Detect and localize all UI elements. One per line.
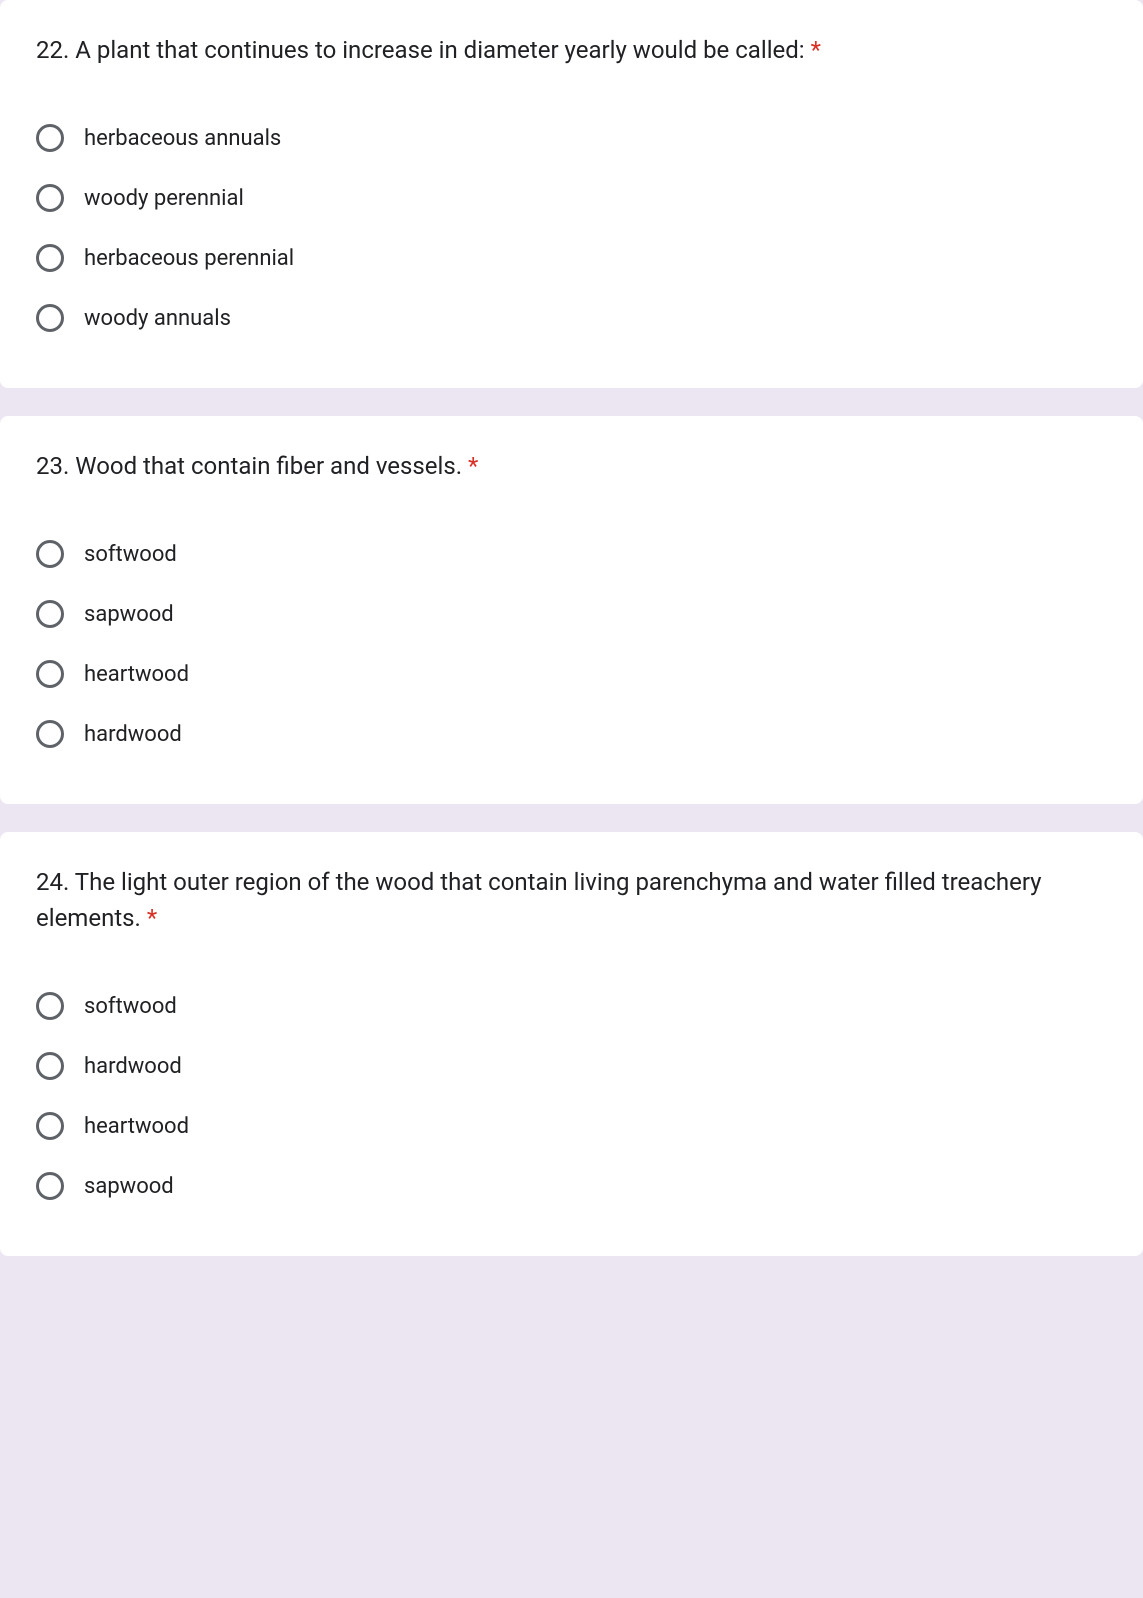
option-row[interactable]: woody perennial (36, 168, 1107, 228)
question-card-22: 22. A plant that continues to increase i… (0, 0, 1143, 388)
required-indicator: * (468, 452, 478, 480)
question-text: 24. The light outer region of the wood t… (36, 868, 1042, 932)
option-label: hardwood (84, 1054, 182, 1079)
option-row[interactable]: heartwood (36, 644, 1107, 704)
option-label: heartwood (84, 662, 189, 687)
option-row[interactable]: softwood (36, 524, 1107, 584)
option-row[interactable]: herbaceous perennial (36, 228, 1107, 288)
question-title: 23. Wood that contain fiber and vessels.… (36, 448, 1107, 484)
radio-icon[interactable] (36, 244, 64, 272)
required-indicator: * (147, 904, 157, 932)
question-card-24: 24. The light outer region of the wood t… (0, 832, 1143, 1256)
option-row[interactable]: herbaceous annuals (36, 108, 1107, 168)
question-title: 22. A plant that continues to increase i… (36, 32, 1107, 68)
option-row[interactable]: hardwood (36, 704, 1107, 764)
option-label: sapwood (84, 1174, 174, 1199)
radio-icon[interactable] (36, 1172, 64, 1200)
radio-icon[interactable] (36, 1052, 64, 1080)
radio-icon[interactable] (36, 304, 64, 332)
question-text: 23. Wood that contain fiber and vessels. (36, 452, 468, 480)
radio-icon[interactable] (36, 184, 64, 212)
radio-icon[interactable] (36, 124, 64, 152)
radio-icon[interactable] (36, 600, 64, 628)
option-row[interactable]: sapwood (36, 1156, 1107, 1216)
option-label: herbaceous perennial (84, 246, 294, 271)
question-text: 22. A plant that continues to increase i… (36, 36, 811, 64)
option-row[interactable]: sapwood (36, 584, 1107, 644)
radio-icon[interactable] (36, 660, 64, 688)
option-label: herbaceous annuals (84, 126, 281, 151)
radio-icon[interactable] (36, 540, 64, 568)
option-row[interactable]: softwood (36, 976, 1107, 1036)
option-label: hardwood (84, 722, 182, 747)
option-label: woody perennial (84, 186, 244, 211)
radio-icon[interactable] (36, 992, 64, 1020)
radio-icon[interactable] (36, 1112, 64, 1140)
option-row[interactable]: woody annuals (36, 288, 1107, 348)
question-card-23: 23. Wood that contain fiber and vessels.… (0, 416, 1143, 804)
option-label: softwood (84, 994, 177, 1019)
question-title: 24. The light outer region of the wood t… (36, 864, 1107, 936)
option-label: softwood (84, 542, 177, 567)
option-row[interactable]: heartwood (36, 1096, 1107, 1156)
option-label: heartwood (84, 1114, 189, 1139)
option-label: sapwood (84, 602, 174, 627)
option-row[interactable]: hardwood (36, 1036, 1107, 1096)
option-label: woody annuals (84, 306, 231, 331)
required-indicator: * (811, 36, 821, 64)
radio-icon[interactable] (36, 720, 64, 748)
